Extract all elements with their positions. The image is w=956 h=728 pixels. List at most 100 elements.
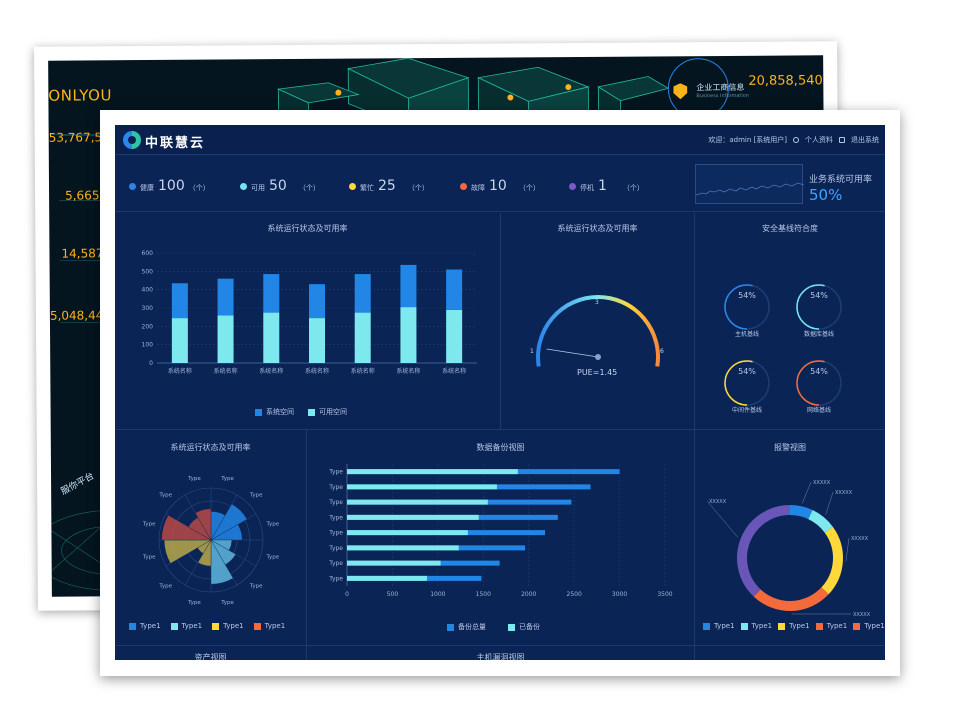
bar-available bbox=[354, 312, 371, 363]
legend-label: Type1 bbox=[181, 622, 203, 630]
bar-system bbox=[400, 264, 417, 308]
status-label: 可用 bbox=[251, 184, 265, 192]
panel-title: 系统运行状态及可用率 bbox=[170, 443, 251, 452]
legend-label: Type1 bbox=[714, 622, 735, 630]
back-number-2: 5,665 bbox=[65, 188, 100, 203]
rose-label: Type bbox=[249, 493, 263, 499]
rose-petal bbox=[197, 539, 212, 567]
y-tick-label: 600 bbox=[142, 250, 154, 257]
legend-item[interactable]: 系统空间 bbox=[255, 407, 294, 417]
legend-item[interactable]: Type1 bbox=[740, 622, 772, 630]
legend-swatch bbox=[853, 622, 861, 630]
ring-value: 54% bbox=[738, 291, 756, 300]
bar-available bbox=[309, 318, 325, 363]
status-healthy: 健康 100 （个） bbox=[129, 178, 210, 194]
bar-system bbox=[263, 274, 280, 313]
legend-swatch bbox=[740, 622, 748, 630]
status-available: 可用 50 （个） bbox=[240, 178, 320, 194]
legend-item[interactable]: Type1 bbox=[815, 622, 847, 630]
status-dot-icon bbox=[460, 182, 467, 190]
legend-item[interactable]: Type1 bbox=[129, 622, 161, 630]
donut-leader-line bbox=[845, 537, 850, 562]
legend-swatch bbox=[703, 622, 710, 630]
status-fault: 故障 10 （个） bbox=[460, 178, 540, 194]
availability-label: 业务系统可用率 bbox=[809, 175, 873, 185]
panel-title: 系统运行状态及可用率 bbox=[267, 224, 348, 233]
legend-swatch bbox=[253, 622, 261, 630]
rose-label: Type bbox=[187, 476, 201, 482]
bar-system bbox=[354, 274, 371, 313]
donut-label: XXXXX bbox=[813, 480, 831, 486]
profile-link[interactable]: 个人资料 bbox=[805, 136, 833, 144]
legend-label: Type1 bbox=[864, 622, 885, 630]
bar-available bbox=[400, 307, 417, 363]
panel-backup: 数据备份视图 0 500 1000 1500 2000 2500 3000 3500 Type T… bbox=[307, 430, 695, 646]
legend-item[interactable]: Type1 bbox=[703, 622, 735, 630]
legend-swatch bbox=[815, 622, 823, 630]
bar-backed-up bbox=[347, 469, 518, 475]
ring-progress bbox=[796, 284, 842, 330]
bar-legend: 系统空间 可用空间 bbox=[255, 407, 347, 417]
legend-item[interactable]: Type1 bbox=[212, 622, 244, 630]
ring-value: 54% bbox=[810, 367, 828, 376]
panel-title: 安全基线符合度 bbox=[762, 224, 818, 233]
x-tick-label: 3000 bbox=[612, 591, 627, 598]
rose-label: Type bbox=[249, 583, 263, 589]
ring-value: 54% bbox=[738, 367, 756, 376]
legend-item[interactable]: Type1 bbox=[853, 622, 885, 630]
panel-alarm: 报警视图 XXXXX XXXXX XXXXX XXXXX XXXXX Type1 Typ… bbox=[695, 430, 885, 646]
legend-item[interactable]: 备份总量 bbox=[447, 622, 486, 632]
panel-baseline: 安全基线符合度 主机基线 数据库基线 中间件基线 网络基线 54% 54% 54… bbox=[695, 213, 885, 430]
ring-value: 54% bbox=[810, 291, 828, 300]
ring-progress bbox=[724, 360, 770, 406]
back-number-1: 53,767,5 bbox=[48, 130, 103, 145]
status-dot-icon bbox=[129, 182, 136, 190]
legend-item[interactable]: 可用空间 bbox=[308, 407, 347, 417]
rose-chart: Type Type Type Type Type Type Type Type Type Type… bbox=[142, 476, 280, 606]
y-tick-label: Type bbox=[328, 575, 343, 582]
rose-label: Type bbox=[187, 600, 201, 606]
status-value: 100 bbox=[158, 178, 185, 194]
ring-progress bbox=[724, 284, 770, 330]
donut-leader-line bbox=[801, 481, 812, 504]
status-bar: 健康 100 （个） 可用 50 （个） 繁忙 25 （个） bbox=[115, 156, 885, 212]
x-tick-label: 系统名称 bbox=[305, 367, 329, 375]
legend-swatch bbox=[778, 622, 786, 630]
panel-title: 主机漏洞视图 bbox=[476, 653, 525, 660]
pue-gauge bbox=[536, 295, 660, 367]
bar-backed-up bbox=[347, 484, 497, 490]
gauge-needle bbox=[546, 348, 599, 358]
panel-assets: 资产视图 bbox=[115, 646, 307, 660]
legend-swatch bbox=[212, 622, 220, 630]
donut-label: XXXXX bbox=[709, 499, 727, 505]
legend-item[interactable]: Type1 bbox=[778, 622, 810, 630]
logout-link[interactable]: 退出系统 bbox=[851, 136, 879, 144]
legend-item[interactable]: 已备份 bbox=[508, 622, 540, 632]
user-area: 欢迎：admin [系统用户] 个人资料 退出系统 bbox=[708, 135, 879, 145]
stacked-bar-chart: 0 100 200 300 400 500 600 系统名称 系统名称 系统名称 系统名称 系统名称 系… bbox=[142, 250, 477, 375]
y-tick-label: Type bbox=[328, 514, 343, 521]
legend-item[interactable]: Type1 bbox=[253, 622, 285, 630]
bar-backed-up bbox=[347, 514, 479, 520]
x-tick-label: 1000 bbox=[430, 591, 445, 598]
bar-system bbox=[309, 284, 325, 319]
y-tick-label: 400 bbox=[142, 287, 154, 294]
legend-label: Type1 bbox=[789, 622, 810, 630]
rose-label: Type bbox=[158, 493, 172, 499]
status-busy: 繁忙 25 （个） bbox=[349, 178, 429, 194]
bar-system bbox=[446, 269, 463, 310]
status-dot-icon bbox=[349, 182, 356, 190]
backup-bar-chart: 0 500 1000 1500 2000 2500 3000 3500 Type Type Type… bbox=[328, 464, 673, 598]
y-tick-label: 300 bbox=[142, 305, 154, 312]
legend-swatch bbox=[308, 408, 315, 416]
bar-backed-up bbox=[347, 545, 459, 551]
panel-title: 系统运行状态及可用率 bbox=[557, 224, 638, 233]
legend-label: Type1 bbox=[140, 622, 161, 630]
x-tick-label: 系统名称 bbox=[259, 367, 283, 375]
panel-status-bar-chart: 系统运行状态及可用率 0 100 200 300 400 500 600 系统名称 系统名称 系统… bbox=[115, 213, 501, 430]
status-label: 停机 bbox=[580, 184, 594, 192]
legend-item[interactable]: Type1 bbox=[170, 622, 203, 630]
y-tick-label: Type bbox=[328, 545, 343, 552]
gauge-mid-label: 3 bbox=[595, 299, 599, 306]
